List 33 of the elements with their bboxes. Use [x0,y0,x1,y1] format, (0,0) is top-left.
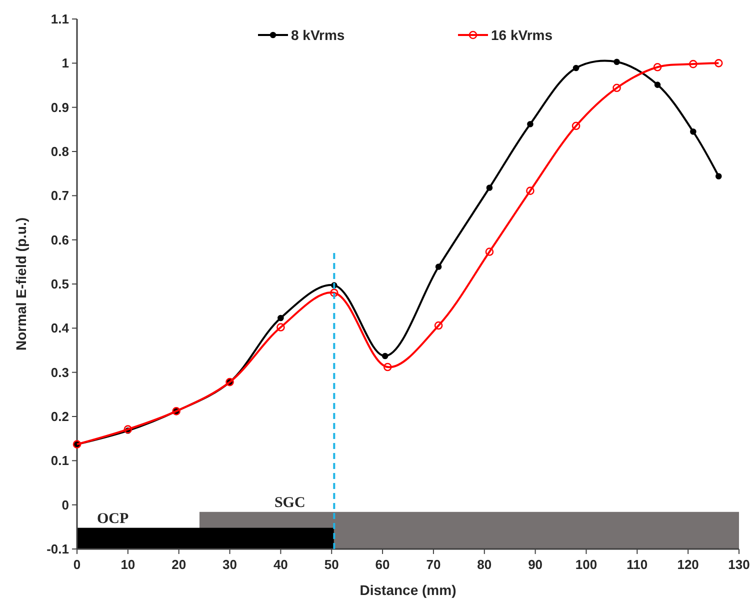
y-tick-label: 0.6 [50,232,69,248]
legend-label: 16 kVrms [491,26,553,43]
annotation: SGC [274,494,306,511]
annotation: OCP [97,510,129,527]
y-tick-label: 1.1 [50,12,69,27]
x-tick-label: 50 [324,557,339,572]
y-tick-label: 0.9 [50,100,69,115]
y-tick-label: 1 [62,56,69,71]
x-tick-label: 80 [477,557,492,572]
x-tick-label: 90 [528,557,543,572]
y-tick-label: -0.1 [46,542,69,557]
y-tick-label: 0.5 [50,276,69,292]
x-tick-label: 60 [375,557,390,572]
x-tick-label: 110 [626,557,648,572]
legend-label: 8 kVrms [291,26,345,43]
x-tick-label: 120 [677,557,699,572]
x-tick-label: 100 [575,557,598,572]
y-tick-label: 0 [62,497,69,512]
y-tick-label: 0.8 [50,144,69,160]
y-tick-label: 0.7 [50,188,69,204]
x-tick-label: 0 [73,557,81,572]
y-tick-label: 0.4 [50,320,70,336]
x-tick-label: 70 [426,557,441,572]
x-tick-label: 130 [728,557,750,572]
y-tick-label: 0.3 [50,364,69,380]
x-tick-label: 40 [273,557,288,572]
x-tick-label: 20 [172,557,186,572]
y-tick-label: 0.2 [50,409,69,424]
y-axis-title: Normal E-field (p.u.) [13,218,29,350]
y-tick-label: 0.1 [50,453,69,468]
x-tick-label: 10 [120,557,136,572]
x-tick-label: 30 [222,557,238,572]
x-axis-title: Distance (mm) [360,582,456,598]
